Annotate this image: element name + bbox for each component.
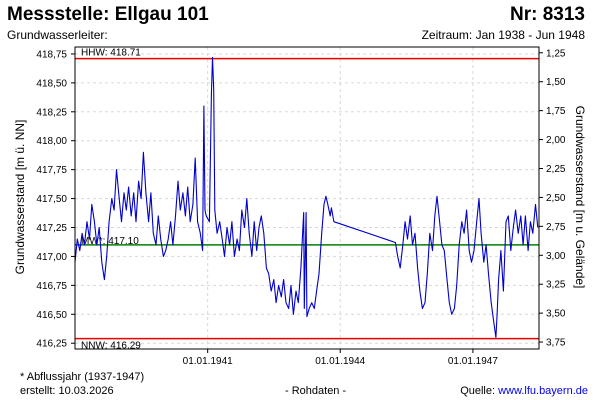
- y2-tick-label: 2,50: [546, 193, 566, 204]
- x-tick-label: 01.01.1944: [315, 356, 365, 367]
- reference-line-label: HHW: 418.71: [81, 48, 141, 59]
- data-series-line: [74, 56, 539, 338]
- y-tick-label: 416,50: [36, 310, 67, 321]
- aquifer-label: Grundwasserleiter:: [7, 28, 108, 42]
- x-tick-label: 01.01.1941: [183, 356, 233, 367]
- series-layer: [74, 56, 539, 338]
- period-label: Zeitraum: Jan 1938 - Jun 1948: [421, 28, 585, 42]
- created-date: erstellt: 10.03.2026: [20, 385, 114, 397]
- y2-tick-label: 2,25: [546, 164, 566, 175]
- data-type-label: - Rohdaten -: [285, 385, 347, 397]
- y2-tick-label: 3,00: [546, 251, 566, 262]
- y2-tick-label: 3,50: [546, 309, 566, 320]
- source-link[interactable]: www.lfu.bayern.de: [498, 385, 588, 397]
- station-number: Nr: 8313: [510, 4, 585, 25]
- y-tick-label: 416,75: [36, 281, 67, 292]
- y2-tick-label: 2,75: [546, 222, 566, 233]
- y-tick-label: 418,00: [36, 136, 67, 147]
- x-tick-label: 01.01.1947: [448, 356, 498, 367]
- y-axis-label-left: Grundwasserstand [m ü. NN]: [13, 120, 27, 275]
- y-tick-label: 417,25: [36, 223, 67, 234]
- y-tick-label: 418,25: [36, 107, 67, 118]
- axes: 418,75 418,50 418,25 418,00 417,75 417,50 417,…: [36, 46, 566, 367]
- y2-tick-label: 1,25: [546, 48, 566, 59]
- y-tick-label: 417,00: [36, 252, 67, 263]
- source-label: Quelle: www.lfu.bayern.de: [460, 385, 588, 397]
- y-axis-label-right: Grundwasserstand [m u. Gelände]: [573, 106, 587, 289]
- y2-tick-label: 2,00: [546, 135, 566, 146]
- reference-line-label: MW*: 417.10: [81, 236, 139, 247]
- y-tick-label: 416,25: [36, 339, 67, 350]
- y2-tick-label: 1,75: [546, 106, 566, 117]
- plot-frame: [74, 46, 540, 350]
- y-tick-label: 417,50: [36, 194, 67, 205]
- reference-line-label: NNW: 416.29: [81, 341, 141, 352]
- reference-lines: HHW: 418.71 MW*: 417.10 NNW: 416.29: [75, 48, 539, 352]
- footnote: * Abflussjahr (1937-1947): [20, 371, 145, 383]
- y-tick-label: 418,75: [36, 49, 67, 60]
- y-tick-label: 417,75: [36, 165, 67, 176]
- y2-tick-label: 3,25: [546, 280, 566, 291]
- page-title: Messstelle: Ellgau 101: [7, 4, 209, 25]
- y-tick-label: 418,50: [36, 78, 67, 89]
- y2-tick-label: 3,75: [546, 338, 566, 349]
- y2-tick-label: 1,50: [546, 77, 566, 88]
- source-prefix: Quelle:: [460, 385, 499, 397]
